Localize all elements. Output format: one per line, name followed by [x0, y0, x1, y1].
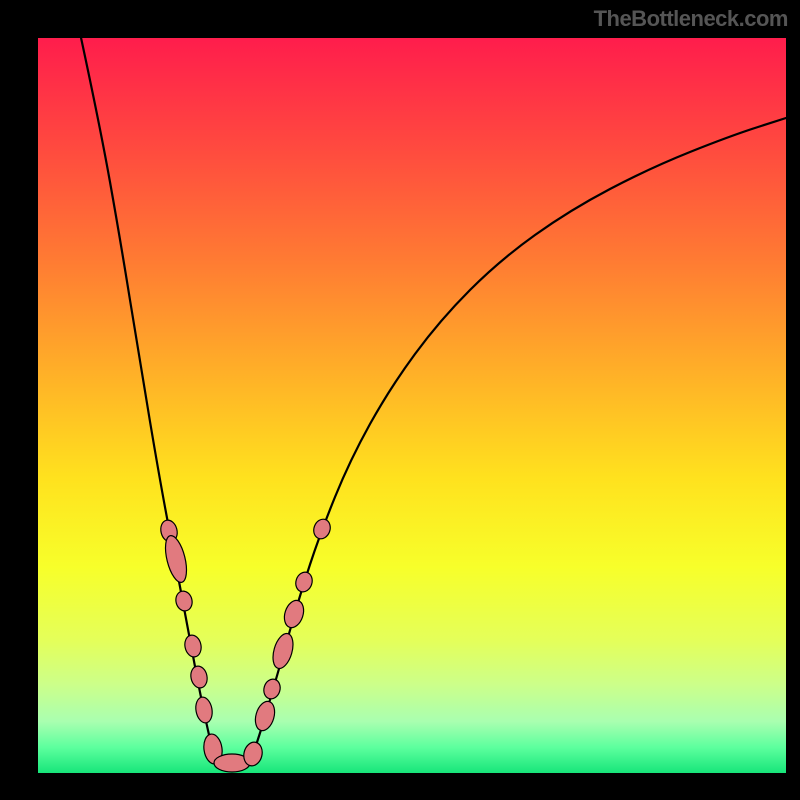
watermark-text: TheBottleneck.com — [594, 6, 788, 32]
chart-container: TheBottleneck.com — [0, 0, 800, 800]
plot-background — [38, 38, 786, 773]
bottleneck-chart — [0, 0, 800, 800]
